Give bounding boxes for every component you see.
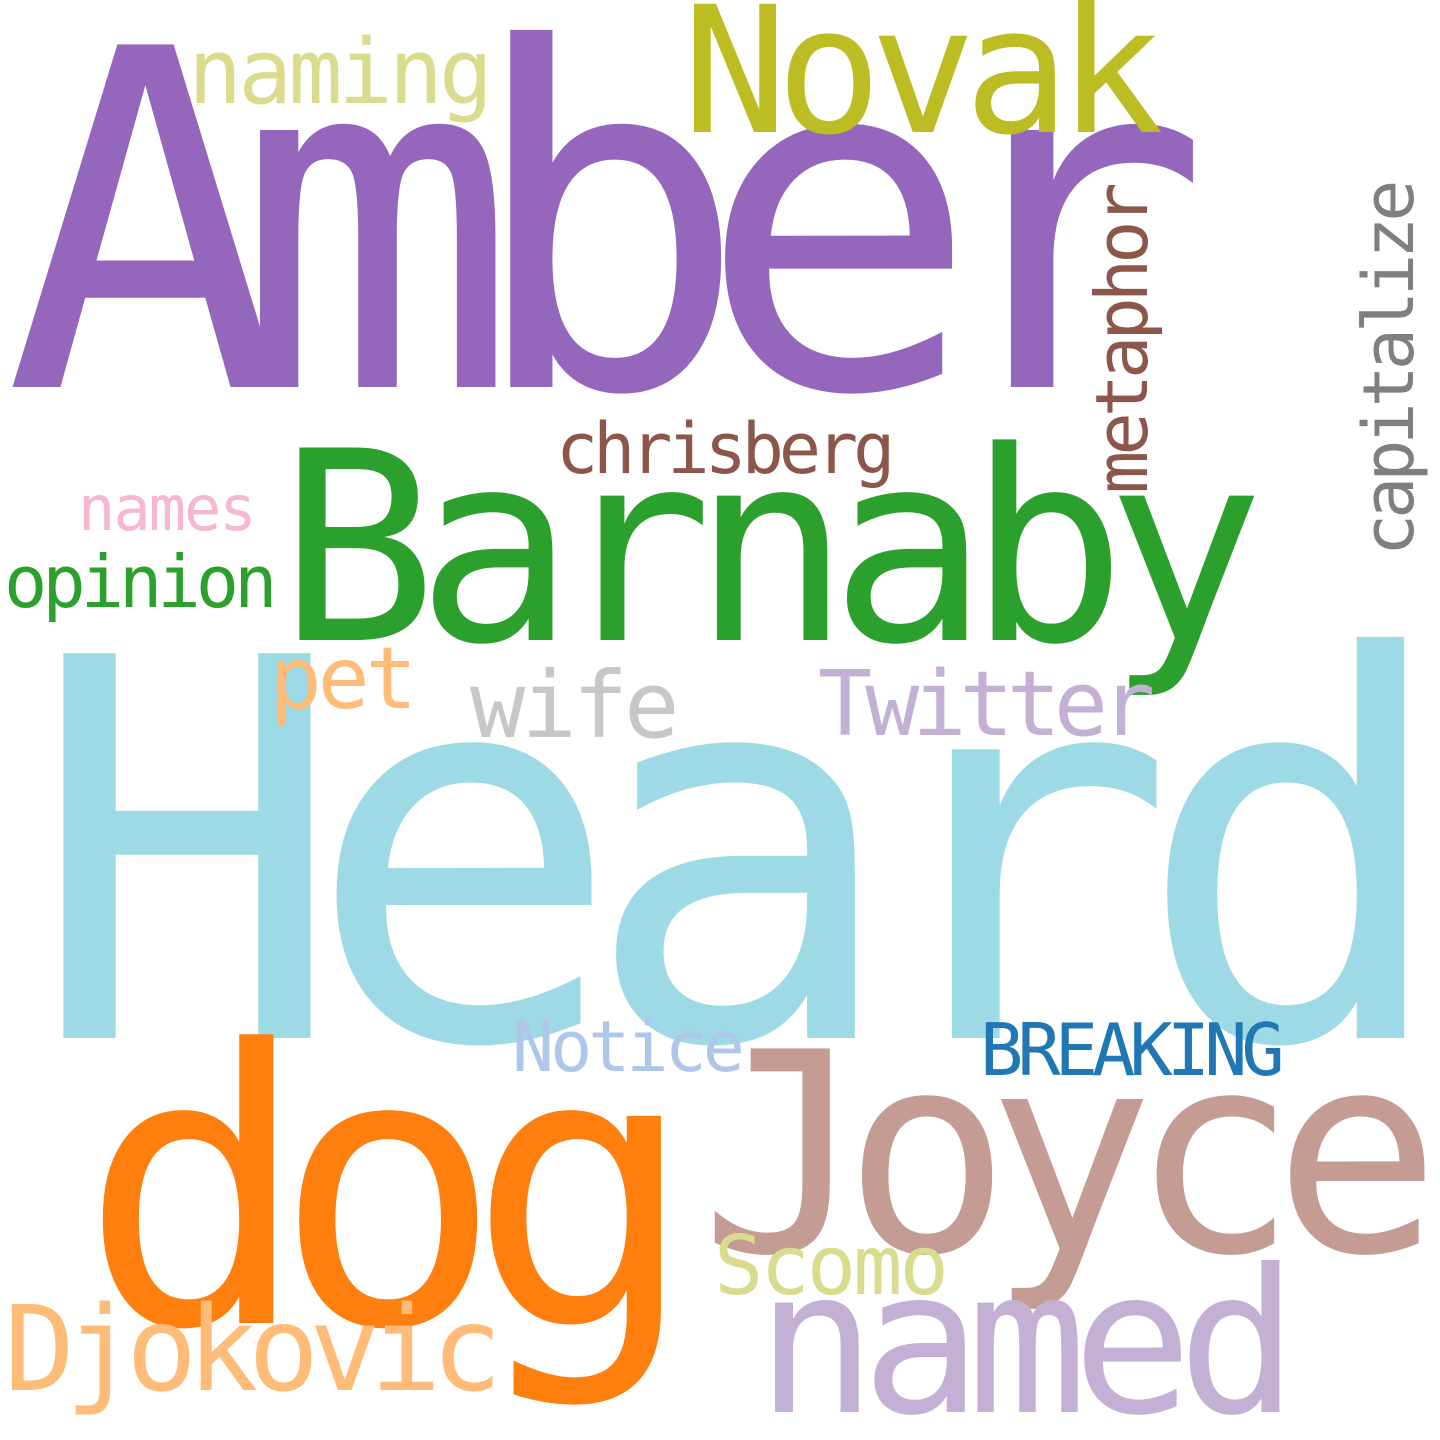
word-opinion: opinion (4, 540, 277, 624)
word-breaking: BREAKING (980, 1008, 1285, 1092)
word-dog: dog (80, 970, 696, 1413)
word-barnaby: Barnaby (278, 396, 1265, 703)
word-djokovic: Djokovic (4, 1280, 502, 1418)
word-notice: Notice (512, 1006, 745, 1088)
word-pet: pet (270, 629, 417, 729)
word-names: names (78, 472, 257, 545)
word-amber: Amber (4, 0, 1211, 498)
word-chrisberg: chrisberg (556, 408, 895, 490)
word-twitter: Twitter (818, 652, 1155, 757)
word-wife: wife (470, 652, 680, 759)
word-metaphor: metaphor (1080, 187, 1164, 494)
word-joyce: Joyce (700, 993, 1440, 1317)
word-novak: Novak (682, 0, 1164, 174)
word-named: named (756, 1227, 1298, 1440)
word-heard: Heard (28, 548, 1440, 1163)
word-scomo: Scomo (714, 1219, 949, 1314)
word-capitalize: capitalize (1348, 184, 1430, 556)
word-naming: naming (188, 20, 493, 125)
